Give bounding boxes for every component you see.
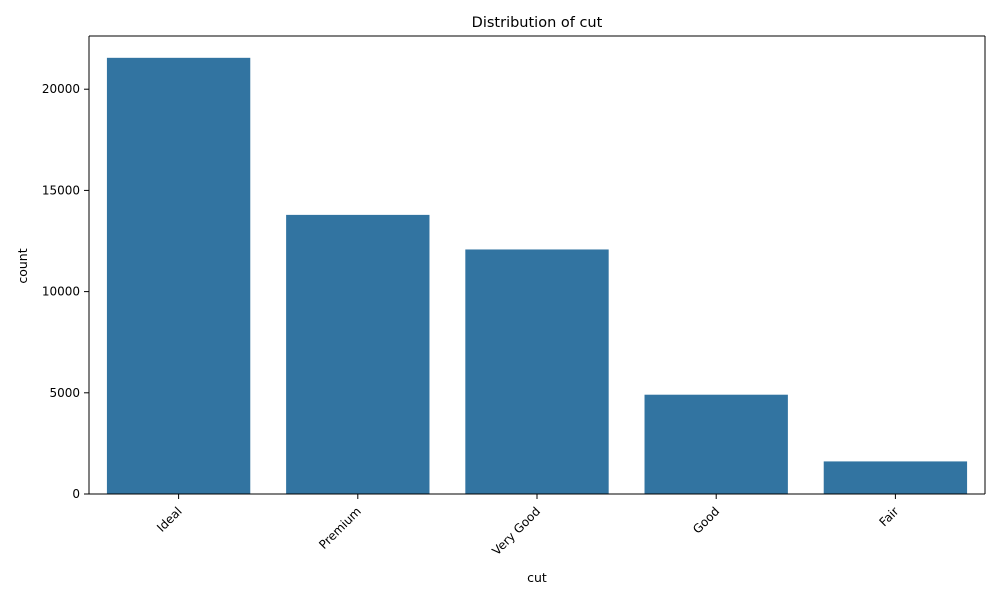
x-tick-label: Premium <box>316 504 364 552</box>
y-tick-label: 15000 <box>42 183 80 197</box>
plot-area: 0 5000 10000 15000 20000 Ideal Premium Very Goo… <box>42 35 986 558</box>
y-tick-label: 20000 <box>42 82 80 96</box>
y-tick-label: 5000 <box>49 386 80 400</box>
bar-good <box>644 394 788 494</box>
x-tick-label: Good <box>690 504 722 536</box>
bar-very-good <box>465 249 609 494</box>
y-tick-label: 10000 <box>42 285 80 299</box>
x-tick-label: Ideal <box>154 504 185 535</box>
bar-ideal <box>106 57 251 494</box>
chart-title: Distribution of cut <box>472 15 603 31</box>
y-tick-label: 0 <box>72 487 80 501</box>
x-axis-label: cut <box>527 570 547 585</box>
x-tick-label: Fair <box>876 504 901 529</box>
bar-fair <box>823 461 968 494</box>
x-tick-label: Very Good <box>489 504 543 558</box>
bar-premium <box>286 214 430 495</box>
y-axis-label: count <box>15 248 30 283</box>
